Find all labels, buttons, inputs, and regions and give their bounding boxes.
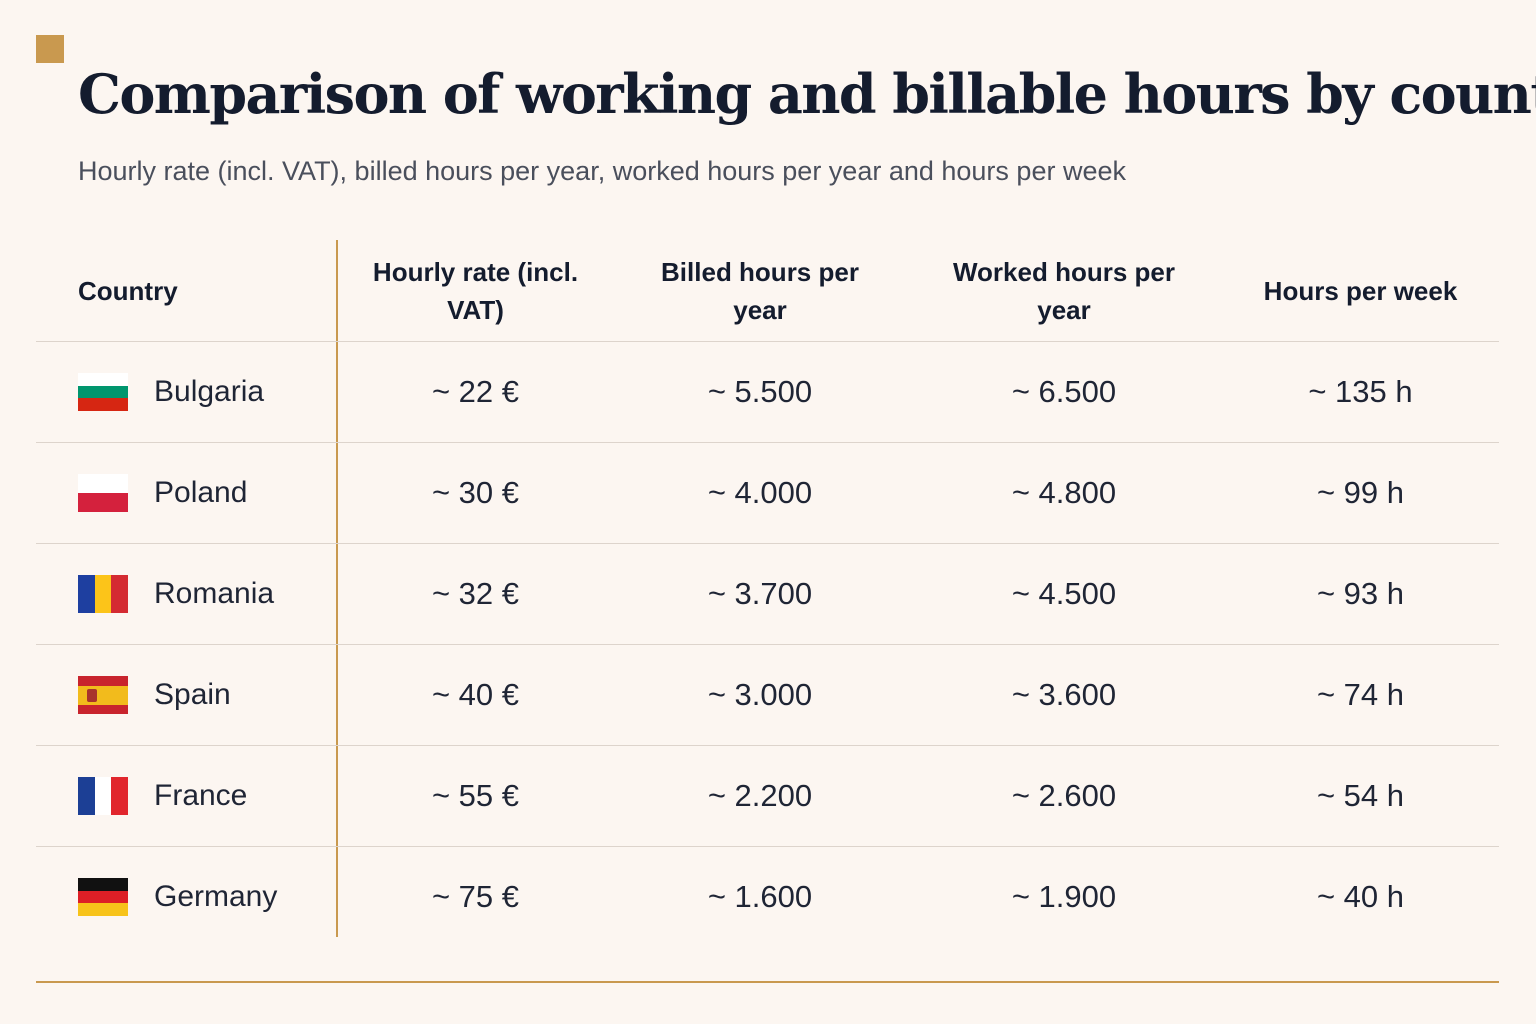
header-worked-hours: Worked hours per year	[952, 256, 1175, 325]
page-subtitle: Hourly rate (incl. VAT), billed hours pe…	[78, 156, 1126, 186]
coat-of-arms-icon	[87, 688, 97, 702]
billed-hours-cell: ~ 4.000	[707, 475, 813, 510]
table-row: Germany ~ 75 € ~ 1.600 ~ 1.900 ~ 40 h	[36, 847, 1499, 947]
comparison-table: Country Hourly rate (incl. VAT) Billed h…	[36, 240, 1499, 947]
table-row: France ~ 55 € ~ 2.200 ~ 2.600 ~ 54 h	[36, 746, 1499, 847]
table-row: Bulgaria ~ 22 € ~ 5.500 ~ 6.500 ~ 135 h	[36, 342, 1499, 443]
header-hourly-rate: Hourly rate (incl. VAT)	[372, 256, 579, 325]
hours-per-week-cell: ~ 135 h	[1308, 374, 1413, 409]
romania-flag-icon	[78, 575, 128, 613]
hours-per-week-cell: ~ 54 h	[1316, 778, 1405, 813]
hours-per-week-cell: ~ 74 h	[1316, 677, 1405, 712]
table-row: Spain ~ 40 € ~ 3.000 ~ 3.600 ~ 74 h	[36, 645, 1499, 746]
country-cell: Bulgaria	[36, 342, 337, 442]
page-title: Comparison of working and billable hours…	[78, 62, 1536, 126]
header-billed-hours: Billed hours per year	[661, 256, 859, 325]
hourly-rate-cell: ~ 22 €	[431, 374, 520, 409]
country-cell: Romania	[36, 544, 337, 644]
header-country: Country	[78, 275, 178, 306]
country-name: Germany	[154, 880, 278, 913]
accent-square-icon	[36, 35, 64, 63]
worked-hours-cell: ~ 4.500	[1011, 576, 1117, 611]
billed-hours-cell: ~ 1.600	[707, 879, 813, 914]
country-cell: Spain	[36, 645, 337, 745]
poland-flag-icon	[78, 474, 128, 512]
header-hours-per-week: Hours per week	[1263, 275, 1458, 306]
worked-hours-cell: ~ 4.800	[1011, 475, 1117, 510]
hours-per-week-cell: ~ 99 h	[1316, 475, 1405, 510]
hours-per-week-cell: ~ 40 h	[1316, 879, 1405, 914]
hourly-rate-cell: ~ 30 €	[431, 475, 520, 510]
worked-hours-cell: ~ 6.500	[1011, 374, 1117, 409]
worked-hours-cell: ~ 1.900	[1011, 879, 1117, 914]
country-name: Bulgaria	[154, 375, 265, 408]
hours-per-week-cell: ~ 93 h	[1316, 576, 1405, 611]
hourly-rate-cell: ~ 40 €	[431, 677, 520, 712]
bulgaria-flag-icon	[78, 373, 128, 411]
billed-hours-cell: ~ 3.700	[707, 576, 813, 611]
hourly-rate-cell: ~ 55 €	[431, 778, 520, 813]
billed-hours-cell: ~ 5.500	[707, 374, 813, 409]
germany-flag-icon	[78, 878, 128, 916]
france-flag-icon	[78, 777, 128, 815]
table-row: Romania ~ 32 € ~ 3.700 ~ 4.500 ~ 93 h	[36, 544, 1499, 645]
country-cell: France	[36, 746, 337, 846]
country-name: Poland	[154, 476, 248, 509]
worked-hours-cell: ~ 2.600	[1011, 778, 1117, 813]
spain-flag-icon	[78, 676, 128, 714]
country-cell: Germany	[36, 847, 337, 947]
table-row: Poland ~ 30 € ~ 4.000 ~ 4.800 ~ 99 h	[36, 443, 1499, 544]
bottom-rule	[36, 981, 1499, 983]
country-name: Romania	[154, 577, 275, 610]
hourly-rate-cell: ~ 32 €	[431, 576, 520, 611]
table-header-row: Country Hourly rate (incl. VAT) Billed h…	[36, 240, 1499, 342]
column-divider	[336, 240, 338, 937]
hourly-rate-cell: ~ 75 €	[431, 879, 520, 914]
billed-hours-cell: ~ 3.000	[707, 677, 813, 712]
worked-hours-cell: ~ 3.600	[1011, 677, 1117, 712]
country-name: France	[154, 779, 248, 812]
country-name: Spain	[154, 678, 231, 711]
billed-hours-cell: ~ 2.200	[707, 778, 813, 813]
country-cell: Poland	[36, 443, 337, 543]
